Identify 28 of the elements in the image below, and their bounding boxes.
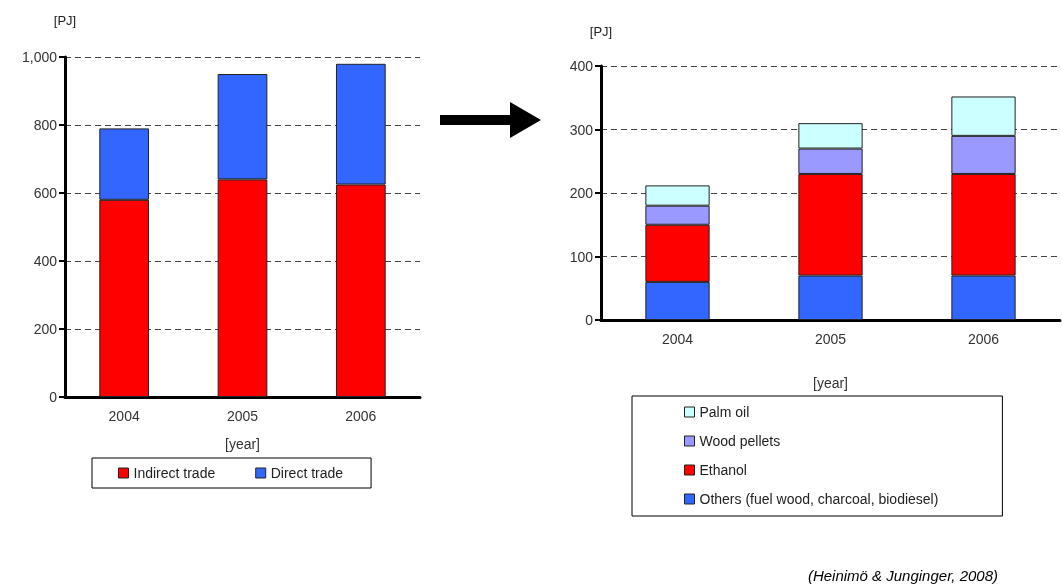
y-tick-label: 400 <box>33 253 58 269</box>
legend-label: Ethanol <box>699 462 747 478</box>
legend-label: Palm oil <box>699 404 750 420</box>
legend-label: Indirect trade <box>133 465 216 481</box>
x-tick-label: 2004 <box>661 331 694 347</box>
x-tick-label: 2006 <box>345 408 377 424</box>
x-axis-title: [year] <box>224 436 261 452</box>
text: (Heinimö & Junginger, 2008) <box>807 567 998 584</box>
x-tick-label: 2006 <box>967 331 1000 347</box>
y-axis-title: [PJ] <box>589 24 613 39</box>
x-tick-label: 2005 <box>814 331 847 347</box>
y-tick-label: 0 <box>49 389 58 405</box>
legend-label: Direct trade <box>270 465 344 481</box>
y-tick-label: 1,000 <box>21 49 58 65</box>
y-tick-label: 300 <box>569 121 594 138</box>
y-tick-label: 200 <box>569 185 594 201</box>
y-tick-label: 400 <box>569 58 594 74</box>
y-tick-label: 600 <box>33 185 58 201</box>
y-tick-label: 0 <box>585 312 594 328</box>
y-tick-label: 200 <box>33 321 58 337</box>
y-tick-label: 800 <box>33 117 58 133</box>
x-tick-label: 2004 <box>108 408 140 424</box>
x-axis-title: [year] <box>812 375 849 391</box>
legend-label: Others (fuel wood, charcoal, biodiesel) <box>699 491 939 507</box>
x-tick-label: 2005 <box>226 408 259 424</box>
y-axis-title: [PJ] <box>53 13 77 28</box>
y-tick-label: 100 <box>569 248 594 265</box>
legend-label: Wood pellets <box>699 433 781 449</box>
